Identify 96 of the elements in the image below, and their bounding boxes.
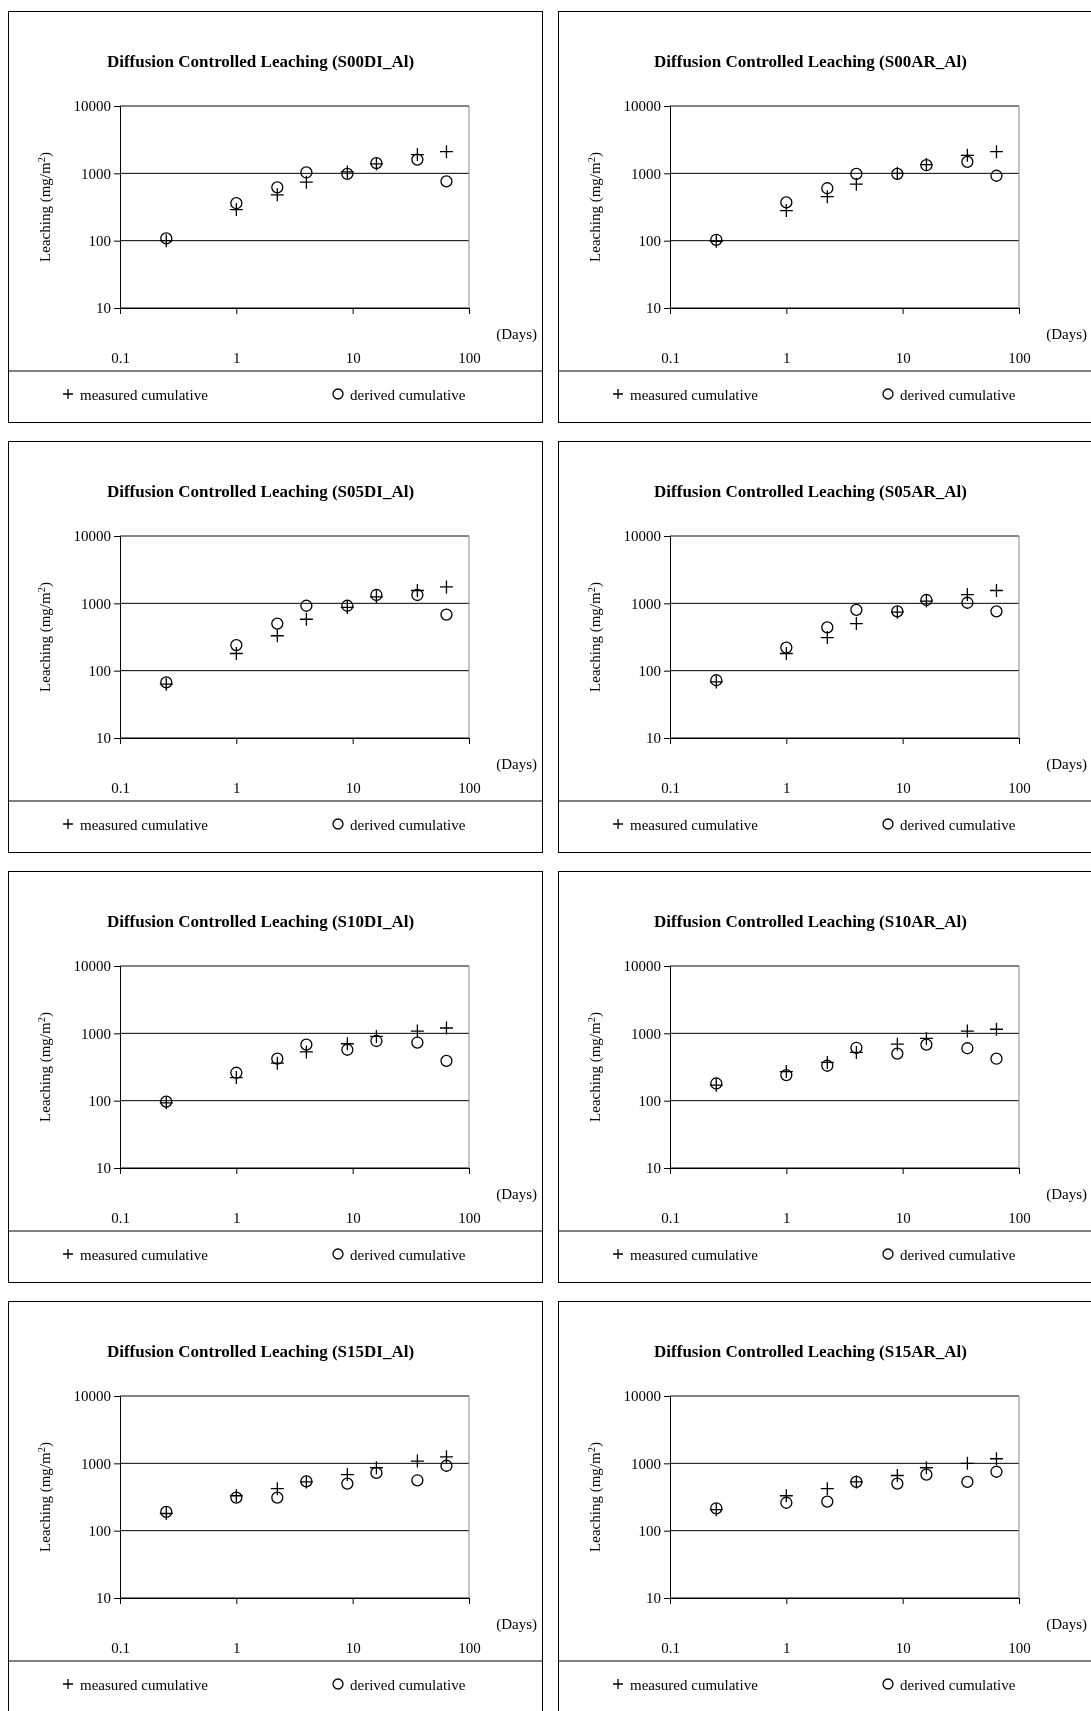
x-axis-title: (Days) [496, 1616, 537, 1633]
y-tick-label: 10 [96, 1590, 111, 1607]
x-tick-label: 10 [895, 779, 911, 796]
x-tick-label: 100 [458, 1209, 481, 1226]
x-tick-label: 10 [345, 779, 361, 796]
legend-label: measured cumulative [80, 1247, 209, 1263]
legend-label: measured cumulative [630, 387, 759, 403]
x-tick-label: 1 [233, 349, 241, 366]
x-tick-label: 100 [458, 349, 481, 366]
x-tick-label: 1 [783, 1639, 791, 1656]
y-tick-label: 10 [96, 300, 111, 317]
y-tick-label: 1000 [81, 1025, 111, 1042]
x-tick-label: 10 [895, 349, 911, 366]
y-tick-label: 100 [88, 1522, 111, 1539]
chart-title: Diffusion Controlled Leaching (S10AR_Al) [654, 912, 967, 931]
x-tick-label: 0.1 [111, 779, 130, 796]
legend-label: measured cumulative [80, 1677, 209, 1693]
legend-label: measured cumulative [80, 387, 209, 403]
y-tick-label: 10000 [73, 98, 111, 115]
x-axis-title: (Days) [1046, 1616, 1087, 1633]
legend-label: measured cumulative [80, 817, 209, 833]
y-tick-label: 100 [88, 662, 111, 679]
y-tick-label: 10 [96, 1160, 111, 1177]
y-tick-label: 10 [646, 730, 661, 747]
legend-label: derived cumulative [350, 1247, 466, 1263]
legend-label: derived cumulative [900, 1677, 1016, 1693]
y-tick-label: 1000 [631, 165, 661, 182]
y-tick-label: 10000 [73, 958, 111, 975]
y-tick-label: 10 [646, 300, 661, 317]
legend-label: derived cumulative [900, 817, 1016, 833]
chart-title: Diffusion Controlled Leaching (S05DI_Al) [106, 482, 415, 501]
y-tick-label: 10 [646, 1590, 661, 1607]
x-tick-label: 100 [1008, 349, 1031, 366]
y-tick-label: 100 [88, 232, 111, 249]
x-axis-title: (Days) [496, 1186, 537, 1203]
chart-title: Diffusion Controlled Leaching (S15DI_Al) [106, 1342, 415, 1361]
x-tick-label: 0.1 [111, 1209, 130, 1226]
y-tick-label: 100 [638, 232, 661, 249]
x-tick-label: 0.1 [111, 349, 130, 366]
chart-title: Diffusion Controlled Leaching (S15AR_Al) [654, 1342, 967, 1361]
y-tick-label: 1000 [631, 595, 661, 612]
x-tick-label: 0.1 [661, 779, 680, 796]
legend-label: derived cumulative [900, 1247, 1016, 1263]
x-axis-title: (Days) [496, 756, 537, 773]
x-tick-label: 100 [1008, 1639, 1031, 1656]
x-tick-label: 100 [458, 1639, 481, 1656]
legend-label: derived cumulative [350, 817, 466, 833]
y-tick-label: 1000 [81, 595, 111, 612]
y-tick-label: 10 [646, 1160, 661, 1177]
x-axis-title: (Days) [1046, 326, 1087, 343]
y-tick-label: 1000 [81, 1455, 111, 1472]
x-tick-label: 10 [895, 1639, 911, 1656]
x-tick-label: 1 [783, 779, 791, 796]
legend-label: derived cumulative [350, 387, 466, 403]
legend-label: measured cumulative [630, 1247, 759, 1263]
x-tick-label: 100 [1008, 779, 1031, 796]
legend-label: measured cumulative [630, 817, 759, 833]
chart-title: Diffusion Controlled Leaching (S10DI_Al) [106, 912, 415, 931]
x-tick-label: 100 [458, 779, 481, 796]
y-tick-label: 100 [638, 662, 661, 679]
x-axis-title: (Days) [1046, 1186, 1087, 1203]
x-tick-label: 100 [1008, 1209, 1031, 1226]
y-tick-label: 10000 [623, 98, 661, 115]
x-tick-label: 10 [345, 1639, 361, 1656]
y-tick-label: 10000 [73, 528, 111, 545]
y-tick-label: 1000 [631, 1025, 661, 1042]
y-tick-label: 100 [88, 1092, 111, 1109]
y-tick-label: 10000 [623, 1388, 661, 1405]
y-tick-label: 100 [638, 1092, 661, 1109]
x-tick-label: 0.1 [111, 1639, 130, 1656]
x-tick-label: 1 [233, 1639, 241, 1656]
y-tick-label: 10000 [623, 528, 661, 545]
legend-label: measured cumulative [630, 1677, 759, 1693]
chart-title: Diffusion Controlled Leaching (S00AR_Al) [654, 52, 967, 71]
x-tick-label: 1 [233, 779, 241, 796]
y-tick-label: 1000 [81, 165, 111, 182]
x-tick-label: 0.1 [661, 349, 680, 366]
chart-title: Diffusion Controlled Leaching (S05AR_Al) [654, 482, 967, 501]
x-axis-title: (Days) [1046, 756, 1087, 773]
x-tick-label: 1 [233, 1209, 241, 1226]
x-tick-label: 10 [345, 1209, 361, 1226]
x-tick-label: 0.1 [661, 1209, 680, 1226]
x-tick-label: 10 [895, 1209, 911, 1226]
y-tick-label: 100 [638, 1522, 661, 1539]
chart-title: Diffusion Controlled Leaching (S00DI_Al) [106, 52, 415, 71]
x-tick-label: 10 [345, 349, 361, 366]
legend-label: derived cumulative [350, 1677, 466, 1693]
x-tick-label: 1 [783, 1209, 791, 1226]
y-tick-label: 10000 [623, 958, 661, 975]
x-tick-label: 0.1 [661, 1639, 680, 1656]
x-axis-title: (Days) [496, 326, 537, 343]
y-tick-label: 10000 [73, 1388, 111, 1405]
y-tick-label: 10 [96, 730, 111, 747]
x-tick-label: 1 [783, 349, 791, 366]
legend-label: derived cumulative [900, 387, 1016, 403]
y-tick-label: 1000 [631, 1455, 661, 1472]
